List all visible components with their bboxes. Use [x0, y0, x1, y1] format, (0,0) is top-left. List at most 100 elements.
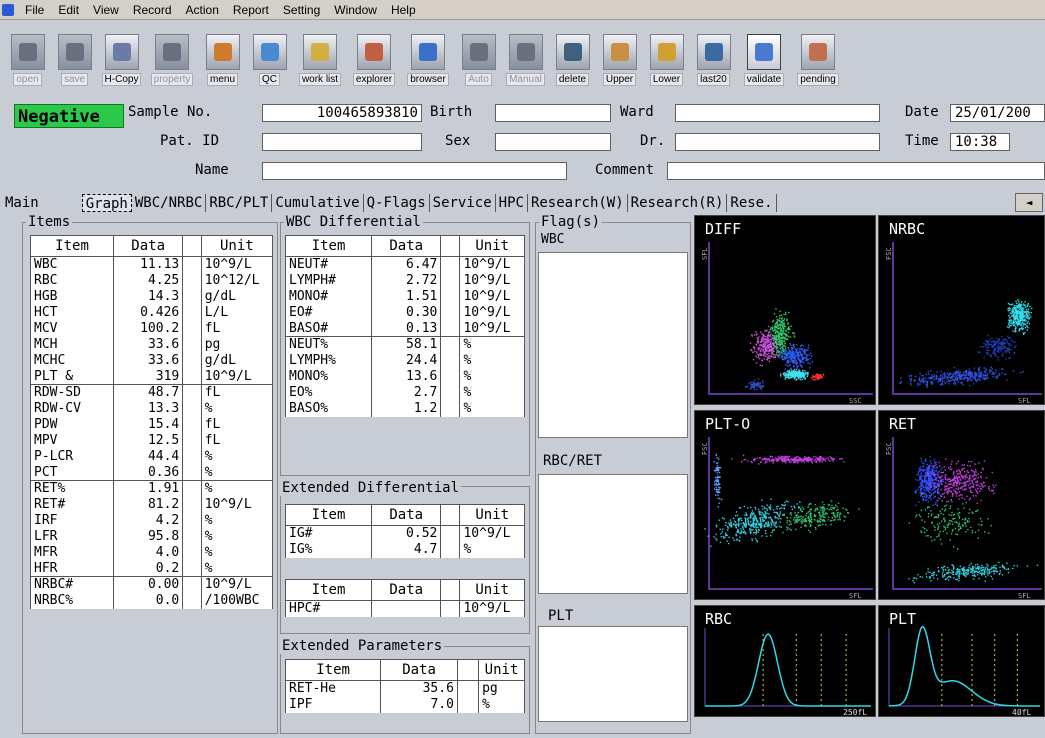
- cell-dot: [833, 519, 835, 521]
- cell-dot: [749, 521, 752, 523]
- ward-field[interactable]: [675, 104, 880, 122]
- sex-field[interactable]: [495, 133, 611, 151]
- tab-cumulative[interactable]: Cumulative: [272, 194, 364, 212]
- toolbar-delete-button[interactable]: delete: [551, 26, 594, 86]
- menu-file[interactable]: File: [25, 2, 45, 17]
- toolbar-h-copy-button[interactable]: H-Copy: [100, 26, 143, 86]
- dr-field[interactable]: [675, 133, 880, 151]
- cell-dot: [787, 356, 789, 359]
- menu-help[interactable]: Help: [390, 2, 416, 17]
- tab-wbc-nrbc[interactable]: WBC/NRBC: [132, 194, 207, 212]
- pat-id-field[interactable]: [262, 133, 422, 151]
- cell-dot: [966, 573, 969, 575]
- ret-scattergram[interactable]: SFL FSC RET: [878, 410, 1045, 600]
- cell-dot: [819, 524, 821, 526]
- cell-dot: [751, 461, 753, 464]
- cell-dot: [931, 465, 933, 467]
- cell-dot: [760, 524, 762, 526]
- birth-field[interactable]: [495, 104, 611, 122]
- table-row: BASO% 1.2%: [284, 400, 525, 417]
- cell-dot: [758, 529, 760, 531]
- cell-dot: [773, 348, 775, 350]
- cell-dot: [817, 525, 820, 527]
- toolbar-last20-button[interactable]: last20: [692, 26, 735, 86]
- tab-service[interactable]: Service: [430, 194, 496, 212]
- cell-dot: [762, 521, 764, 523]
- plt-histogram[interactable]: 40fL PLT: [878, 605, 1045, 717]
- birth-label: Birth: [430, 104, 473, 120]
- cell-dot: [963, 475, 966, 477]
- cell-dot: [788, 455, 790, 458]
- sample-no-field[interactable]: 100465893810: [262, 104, 422, 122]
- toolbar-browser-button[interactable]: browser: [403, 26, 453, 86]
- histogram-curve: [705, 633, 871, 707]
- tab-hpc[interactable]: HPC: [496, 194, 528, 212]
- menu-setting[interactable]: Setting: [282, 2, 321, 17]
- spacer-cell: [440, 368, 461, 385]
- cell-dot: [1025, 317, 1028, 319]
- cell-dot: [823, 519, 825, 521]
- rbc-histogram[interactable]: 250fL RBC: [694, 605, 876, 717]
- tab-graph[interactable]: Graph: [81, 194, 132, 212]
- time-field[interactable]: 10:38: [950, 133, 1010, 151]
- toolbar-validate-button[interactable]: validate: [739, 26, 789, 86]
- toolbar-menu-button[interactable]: menu: [201, 26, 244, 86]
- cell-dot: [957, 479, 959, 481]
- menu-view[interactable]: View: [93, 2, 119, 17]
- cell-dot: [788, 370, 790, 372]
- cell-dot: [824, 516, 826, 518]
- toolbar-explorer-button[interactable]: explorer: [349, 26, 399, 86]
- plt-o-scattergram[interactable]: SFL FSC PLT-O: [694, 410, 876, 600]
- cell-dot: [926, 468, 929, 470]
- cell-dot: [910, 380, 912, 382]
- cell-dot: [968, 368, 970, 370]
- toolbar-work-list-button[interactable]: work list: [295, 26, 345, 86]
- cell-dot: [790, 369, 793, 371]
- value-cell: 0.00: [113, 576, 184, 593]
- tab-q-flags[interactable]: Q-Flags: [364, 194, 430, 212]
- cell-dot: [780, 314, 783, 316]
- menu-action[interactable]: Action: [185, 2, 219, 17]
- tab-research-r[interactable]: Research(R): [628, 194, 728, 212]
- spacer-cell: [440, 288, 461, 305]
- name-field[interactable]: [262, 162, 567, 180]
- cell-dot: [987, 340, 989, 342]
- cell-dot: [1036, 564, 1039, 566]
- cell-dot: [938, 493, 940, 495]
- comment-field[interactable]: [667, 162, 1045, 180]
- cell-dot: [777, 505, 779, 507]
- tab-research-w[interactable]: Research(W): [528, 194, 628, 212]
- cell-dot: [772, 326, 774, 328]
- cell-dot: [795, 518, 797, 521]
- cell-dot: [991, 368, 993, 370]
- menu-report[interactable]: Report: [232, 2, 269, 17]
- cell-dot: [763, 354, 766, 357]
- toolbar-upper-button[interactable]: Upper: [598, 26, 641, 86]
- diff-scattergram[interactable]: SSC SFL DIFF: [694, 215, 876, 405]
- tab-main[interactable]: Main: [5, 195, 39, 211]
- toolbar-pending-button[interactable]: pending: [793, 26, 843, 86]
- tab-rese[interactable]: Rese.: [727, 194, 777, 212]
- cell-dot: [820, 509, 822, 511]
- cell-dot: [957, 372, 960, 375]
- cell-dot: [1012, 309, 1014, 311]
- nrbc-scattergram[interactable]: SFL FSC NRBC: [878, 215, 1045, 405]
- tab-rbc-plt[interactable]: RBC/PLT: [206, 194, 273, 212]
- cell-dot: [769, 346, 772, 348]
- cell-dot: [908, 375, 910, 377]
- cell-dot: [934, 495, 936, 498]
- table-row: IRF 4.2%: [29, 512, 274, 529]
- cell-dot: [800, 459, 802, 462]
- toolbar-qc-button[interactable]: QC: [248, 26, 291, 86]
- cell-dot: [1012, 330, 1014, 332]
- cell-dot: [758, 384, 760, 386]
- cell-dot: [801, 348, 803, 350]
- toolbar-lower-button[interactable]: Lower: [645, 26, 688, 86]
- cell-dot: [787, 327, 789, 329]
- menu-record[interactable]: Record: [132, 2, 172, 17]
- tab-scroll-left-button[interactable]: ◄: [1015, 193, 1043, 212]
- menu-window[interactable]: Window: [334, 2, 377, 17]
- menu-edit[interactable]: Edit: [58, 2, 80, 17]
- cell-dot: [773, 528, 775, 531]
- date-field[interactable]: 25/01/200: [950, 104, 1045, 122]
